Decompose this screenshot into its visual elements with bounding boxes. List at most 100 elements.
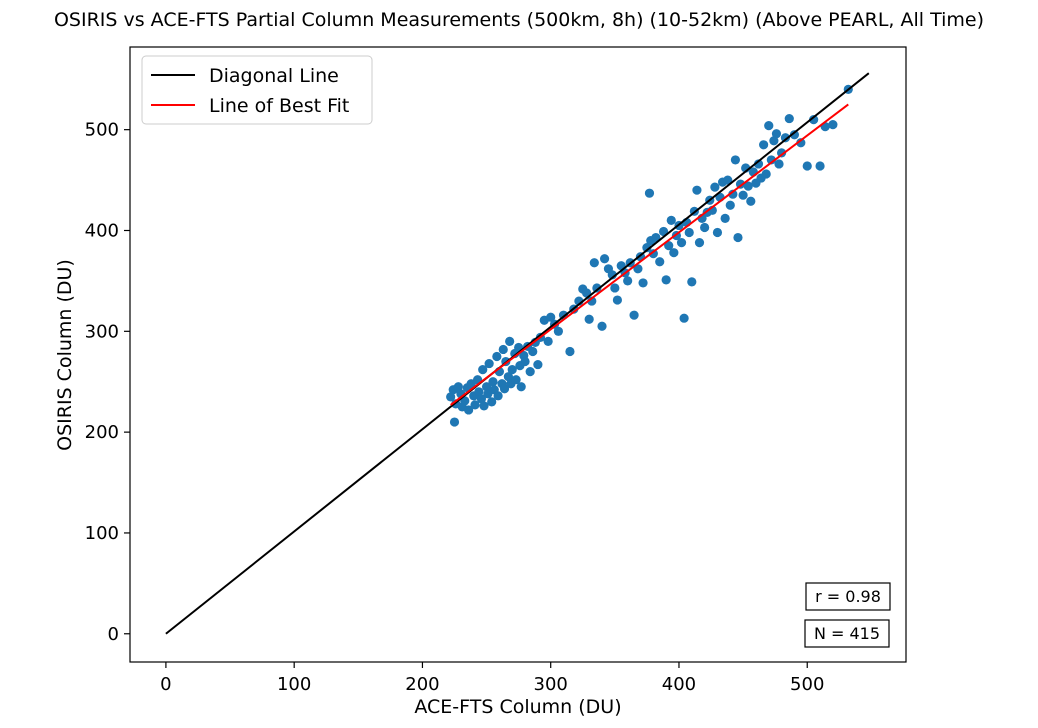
data-point bbox=[651, 232, 661, 243]
data-point bbox=[449, 417, 460, 427]
data-point bbox=[796, 138, 806, 148]
n-value-box bbox=[804, 619, 890, 648]
data-point bbox=[725, 200, 735, 210]
data-point bbox=[669, 248, 679, 258]
data-point bbox=[692, 185, 702, 195]
data-point bbox=[528, 346, 538, 357]
data-point bbox=[478, 365, 488, 375]
data-point bbox=[802, 161, 812, 171]
lines-layer bbox=[165, 72, 870, 635]
data-point bbox=[642, 243, 652, 253]
data-point bbox=[492, 351, 502, 362]
data-point bbox=[774, 159, 784, 169]
data-point bbox=[655, 257, 665, 267]
data-point bbox=[507, 365, 517, 375]
data-point bbox=[700, 222, 710, 233]
data-point bbox=[479, 401, 489, 411]
data-point bbox=[789, 130, 800, 140]
data-point bbox=[525, 367, 535, 377]
data-point bbox=[487, 397, 497, 407]
r-value-label: r = 0.98 bbox=[815, 587, 881, 606]
data-point bbox=[780, 133, 791, 143]
data-point bbox=[815, 161, 825, 171]
plot-area bbox=[129, 46, 907, 663]
data-point bbox=[761, 169, 771, 179]
data-point bbox=[498, 344, 508, 355]
y-tick-label: 200 bbox=[85, 422, 119, 443]
y-axis-ticks: 0 100 200 300 400 500 bbox=[85, 120, 130, 645]
data-point bbox=[710, 182, 720, 192]
y-tick-label: 0 bbox=[108, 624, 119, 645]
data-point bbox=[610, 283, 620, 293]
data-point bbox=[446, 392, 456, 402]
data-point bbox=[599, 254, 610, 264]
x-tick-label: 500 bbox=[790, 674, 824, 695]
data-point bbox=[687, 277, 697, 287]
data-point bbox=[470, 400, 480, 410]
data-point bbox=[460, 396, 470, 406]
data-point bbox=[664, 241, 674, 251]
data-point bbox=[520, 356, 530, 367]
x-tick-label: 300 bbox=[534, 674, 568, 695]
data-point bbox=[592, 283, 602, 293]
data-point bbox=[638, 278, 648, 288]
y-tick-label: 400 bbox=[85, 220, 119, 241]
y-axis-title: OSIRIS Column (DU) bbox=[54, 259, 76, 451]
data-point bbox=[633, 264, 643, 274]
data-point bbox=[488, 377, 498, 387]
data-point bbox=[511, 375, 521, 385]
data-point bbox=[587, 296, 597, 306]
data-point bbox=[553, 326, 564, 336]
data-point bbox=[623, 276, 633, 286]
x-tick-label: 100 bbox=[277, 674, 311, 695]
data-point bbox=[505, 336, 515, 346]
data-point bbox=[676, 237, 687, 248]
data-point bbox=[784, 113, 794, 124]
data-point bbox=[712, 227, 723, 238]
x-axis-ticks: 0 100 200 300 400 500 bbox=[160, 662, 824, 695]
data-point bbox=[679, 313, 689, 323]
data-point bbox=[738, 190, 748, 200]
x-tick-label: 0 bbox=[160, 674, 171, 695]
y-tick-label: 500 bbox=[85, 120, 119, 141]
legend: Diagonal Line Line of Best Fit bbox=[141, 55, 373, 125]
data-point bbox=[666, 215, 676, 226]
data-point bbox=[484, 358, 494, 369]
data-point bbox=[589, 258, 599, 268]
data-point bbox=[743, 181, 753, 191]
data-point bbox=[809, 114, 819, 125]
data-point bbox=[776, 148, 787, 158]
legend-label-diagonal: Diagonal Line bbox=[209, 65, 339, 87]
data-point bbox=[476, 394, 487, 404]
data-point bbox=[453, 382, 463, 392]
data-point bbox=[766, 155, 776, 165]
r-value-box bbox=[805, 582, 891, 611]
y-tick-label: 300 bbox=[85, 321, 119, 342]
legend-box bbox=[141, 55, 373, 125]
data-point bbox=[597, 321, 607, 331]
data-point bbox=[543, 336, 553, 346]
data-point bbox=[764, 121, 774, 131]
n-value-label: N = 415 bbox=[814, 624, 880, 643]
data-point bbox=[759, 140, 769, 150]
data-point bbox=[746, 196, 756, 206]
data-point bbox=[728, 189, 738, 199]
data-point bbox=[546, 312, 556, 322]
data-point bbox=[464, 405, 474, 415]
data-point bbox=[629, 310, 639, 320]
data-point bbox=[684, 227, 694, 238]
data-point bbox=[499, 384, 510, 394]
legend-label-best-fit: Line of Best Fit bbox=[209, 95, 349, 117]
data-point bbox=[565, 346, 575, 357]
data-point bbox=[733, 232, 743, 243]
data-point bbox=[584, 314, 594, 324]
data-point bbox=[474, 387, 484, 397]
data-point bbox=[612, 295, 623, 305]
data-point bbox=[723, 175, 733, 185]
data-point bbox=[648, 249, 658, 259]
data-point bbox=[771, 129, 782, 139]
stats-annotations: r = 0.98 N = 415 bbox=[804, 582, 891, 648]
data-point bbox=[720, 213, 730, 223]
data-point bbox=[503, 372, 513, 382]
